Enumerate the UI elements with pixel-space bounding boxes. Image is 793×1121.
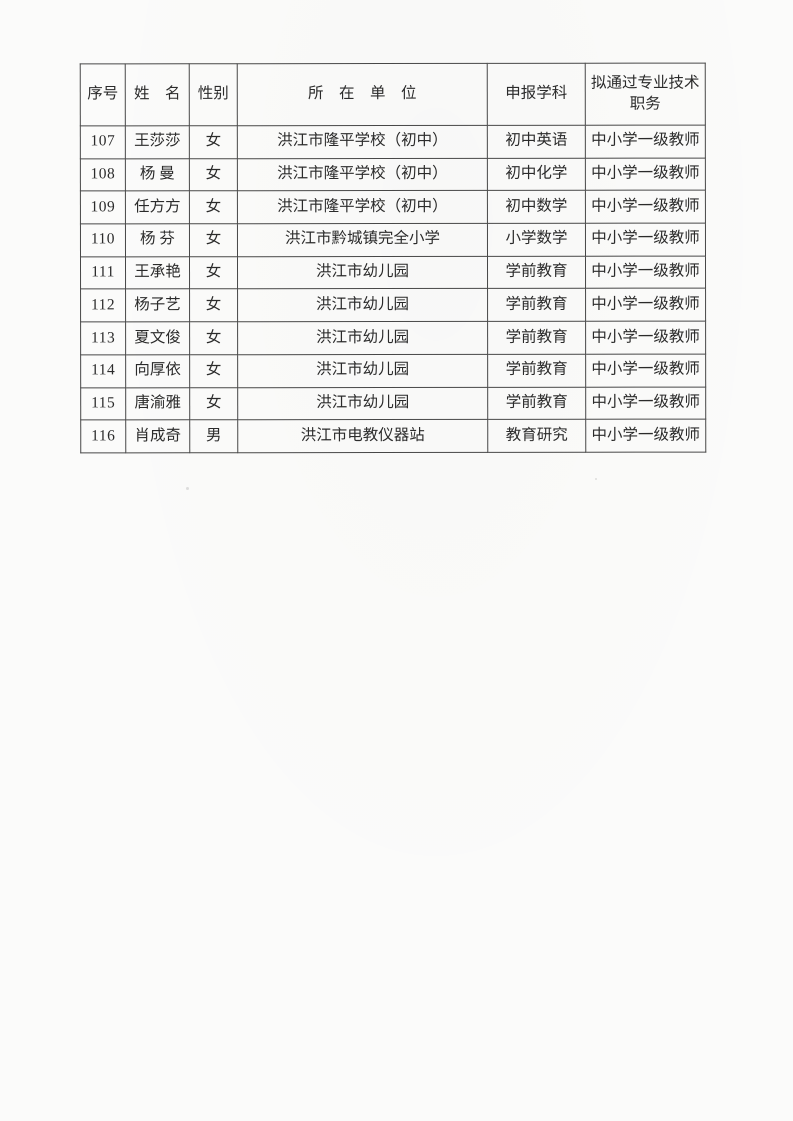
cell-subject: 小学数学 xyxy=(487,223,586,257)
table-row: 114 向厚依 女 洪江市幼儿园 学前教育 中小学一级教师 xyxy=(80,353,706,388)
table-row: 108 杨 曼 女 洪江市隆平学校（初中） 初中化学 中小学一级教师 xyxy=(80,157,706,192)
table-row: 107 王莎莎 女 洪江市隆平学校（初中） 初中英语 中小学一级教师 xyxy=(80,125,706,159)
cell-title: 中小学一级教师 xyxy=(585,125,706,158)
table-header-row: 序号 姓 名 性别 所 在 单 位 申报学科 拟通过专业技术职务 xyxy=(80,63,706,126)
scan-speckle xyxy=(595,478,597,480)
table-row: 116 肖成奇 男 洪江市电教仪器站 教育研究 中小学一级教师 xyxy=(80,419,706,453)
cell-gender: 女 xyxy=(189,256,238,290)
cell-subject: 学前教育 xyxy=(487,288,586,322)
cell-title: 中小学一级教师 xyxy=(585,255,706,289)
personnel-table: 序号 姓 名 性别 所 在 单 位 申报学科 拟通过专业技术职务 107 王莎莎… xyxy=(80,63,707,454)
cell-no: 107 xyxy=(80,125,126,159)
cell-unit: 洪江市幼儿园 xyxy=(237,354,488,388)
cell-title: 中小学一级教师 xyxy=(585,157,706,191)
cell-no: 109 xyxy=(80,191,126,224)
cell-unit: 洪江市隆平学校（初中） xyxy=(237,190,488,224)
cell-subject: 学前教育 xyxy=(487,255,586,289)
table-row: 113 夏文俊 女 洪江市幼儿园 学前教育 中小学一级教师 xyxy=(80,321,706,355)
cell-no: 112 xyxy=(80,289,126,323)
cell-name: 杨子艺 xyxy=(125,289,190,322)
cell-title: 中小学一级教师 xyxy=(585,190,706,224)
header-cell-gender: 性别 xyxy=(189,63,238,126)
cell-title: 中小学一级教师 xyxy=(585,419,706,453)
cell-gender: 女 xyxy=(189,321,238,355)
table-row: 110 杨 芬 女 洪江市黔城镇完全小学 小学数学 中小学一级教师 xyxy=(80,223,706,257)
cell-unit: 洪江市幼儿园 xyxy=(237,386,488,420)
cell-no: 116 xyxy=(80,420,126,453)
cell-gender: 男 xyxy=(189,419,238,453)
cell-name: 杨 曼 xyxy=(125,158,190,192)
cell-unit: 洪江市幼儿园 xyxy=(237,321,488,355)
cell-title: 中小学一级教师 xyxy=(585,223,706,256)
table-body: 107 王莎莎 女 洪江市隆平学校（初中） 初中英语 中小学一级教师 108 杨… xyxy=(80,125,706,453)
header-cell-unit: 所 在 单 位 xyxy=(237,63,488,126)
cell-subject: 学前教育 xyxy=(487,354,586,387)
table-row: 111 王承艳 女 洪江市幼儿园 学前教育 中小学一级教师 xyxy=(80,255,706,290)
cell-subject: 学前教育 xyxy=(487,321,586,355)
header-cell-subject: 申报学科 xyxy=(487,63,586,126)
cell-no: 115 xyxy=(80,387,126,421)
cell-gender: 女 xyxy=(189,289,238,322)
cell-name: 杨 芬 xyxy=(125,223,190,257)
cell-subject: 教育研究 xyxy=(487,419,586,453)
cell-unit: 洪江市幼儿园 xyxy=(237,256,488,290)
header-cell-name: 姓 名 xyxy=(125,63,190,126)
table-row: 112 杨子艺 女 洪江市幼儿园 学前教育 中小学一级教师 xyxy=(80,288,706,323)
cell-subject: 学前教育 xyxy=(487,386,586,420)
cell-no: 108 xyxy=(80,158,126,192)
cell-unit: 洪江市隆平学校（初中） xyxy=(237,158,488,192)
cell-gender: 女 xyxy=(189,191,238,224)
cell-name: 王莎莎 xyxy=(125,125,190,159)
scan-speckle xyxy=(186,487,189,490)
header-cell-title: 拟通过专业技术职务 xyxy=(585,63,706,126)
cell-gender: 女 xyxy=(189,158,238,192)
cell-title: 中小学一级教师 xyxy=(585,321,706,355)
cell-gender: 女 xyxy=(189,354,238,388)
table-row: 109 任方方 女 洪江市隆平学校（初中） 初中数学 中小学一级教师 xyxy=(80,190,706,224)
table-row: 115 唐渝雅 女 洪江市幼儿园 学前教育 中小学一级教师 xyxy=(80,386,706,421)
cell-subject: 初中化学 xyxy=(487,157,586,191)
header-cell-no: 序号 xyxy=(80,63,126,126)
cell-unit: 洪江市电教仪器站 xyxy=(237,419,488,453)
cell-name: 夏文俊 xyxy=(125,321,190,355)
cell-name: 肖成奇 xyxy=(125,419,190,453)
cell-gender: 女 xyxy=(189,223,238,257)
cell-subject: 初中数学 xyxy=(487,190,586,224)
cell-unit: 洪江市幼儿园 xyxy=(237,288,488,322)
cell-title: 中小学一级教师 xyxy=(585,386,706,420)
cell-no: 113 xyxy=(80,321,126,355)
cell-name: 王承艳 xyxy=(125,256,190,290)
cell-name: 任方方 xyxy=(125,191,190,224)
cell-gender: 女 xyxy=(189,387,238,420)
cell-title: 中小学一级教师 xyxy=(585,288,706,322)
cell-no: 110 xyxy=(80,223,126,257)
cell-gender: 女 xyxy=(189,125,238,159)
cell-unit: 洪江市黔城镇完全小学 xyxy=(237,223,488,257)
cell-name: 唐渝雅 xyxy=(125,387,190,421)
cell-no: 111 xyxy=(80,256,126,290)
cell-no: 114 xyxy=(80,354,126,388)
cell-unit: 洪江市隆平学校（初中） xyxy=(237,125,488,159)
cell-subject: 初中英语 xyxy=(487,125,586,159)
cell-title: 中小学一级教师 xyxy=(585,353,706,387)
cell-name: 向厚依 xyxy=(125,354,190,388)
